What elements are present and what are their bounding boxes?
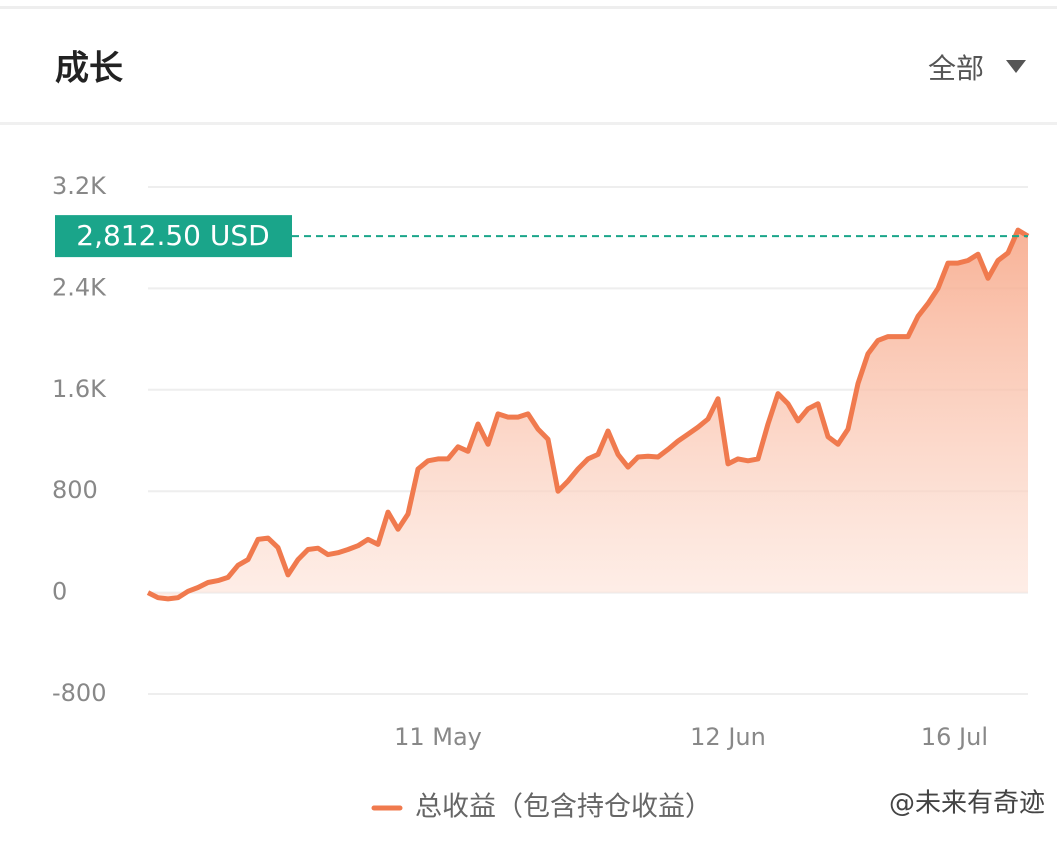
y-tick-label: 0 (52, 578, 67, 606)
y-tick-label: 2.4K (52, 273, 107, 301)
header-divider (0, 122, 1057, 125)
watermark: @未来有奇迹 (889, 789, 1045, 819)
legend-label: 总收益（包含持仓收益） (415, 792, 712, 823)
y-tick-label: 3.2K (52, 172, 107, 200)
top-divider (0, 6, 1057, 9)
x-tick-label: 12 Jun (690, 723, 766, 751)
y-tick-label: 1.6K (52, 375, 107, 403)
filter-dropdown[interactable]: 全部 (928, 52, 984, 85)
section-title: 成长 (55, 49, 123, 89)
plot: -800 0 800 1.6K 2.4K 3.2K 11 May 12 Jun 16 Jul 2,… (52, 172, 1030, 751)
line (146, 227, 1030, 602)
y-tick-label: 800 (52, 476, 98, 504)
area (148, 230, 1028, 599)
y-tick-label: -800 (52, 679, 106, 707)
x-tick-label: 11 May (394, 723, 482, 751)
reference-badge (55, 215, 292, 258)
dropdown-arrow[interactable] (1006, 60, 1026, 73)
x-tick-label: 16 Jul (921, 723, 988, 751)
reference-label: 2,812.50 USD (76, 219, 269, 252)
